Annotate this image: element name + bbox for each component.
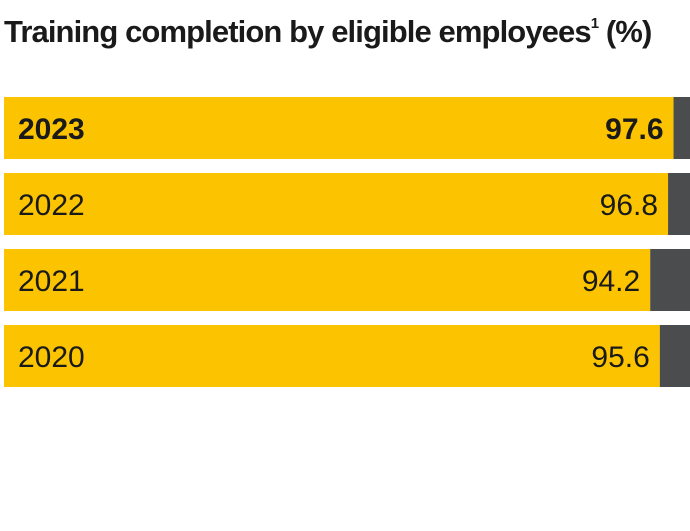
value-label-2021: 94.2 xyxy=(582,265,640,298)
chart-title-unit: (%) xyxy=(598,14,652,49)
bar-completed-2021 xyxy=(4,249,651,311)
bar-completed-2022 xyxy=(4,173,669,235)
category-label-2021: 2021 xyxy=(18,265,85,298)
value-label-2023: 97.6 xyxy=(605,113,663,146)
chart-title: Training completion by eligible employee… xyxy=(4,14,652,50)
bar-remainder-2023 xyxy=(673,97,690,159)
chart-title-text: Training completion by eligible employee… xyxy=(4,14,592,49)
bar-remainder-2021 xyxy=(650,249,690,311)
chart-title-footnote-marker: 1 xyxy=(590,15,599,32)
bar-completed-2020 xyxy=(4,325,660,387)
bar-remainder-2020 xyxy=(659,325,690,387)
bar-remainder-2022 xyxy=(668,173,690,235)
value-label-2022: 96.8 xyxy=(600,189,658,222)
category-label-2023: 2023 xyxy=(18,113,85,146)
bar-completed-2023 xyxy=(4,97,674,159)
category-label-2022: 2022 xyxy=(18,189,85,222)
category-label-2020: 2020 xyxy=(18,341,85,374)
value-label-2020: 95.6 xyxy=(591,341,649,374)
